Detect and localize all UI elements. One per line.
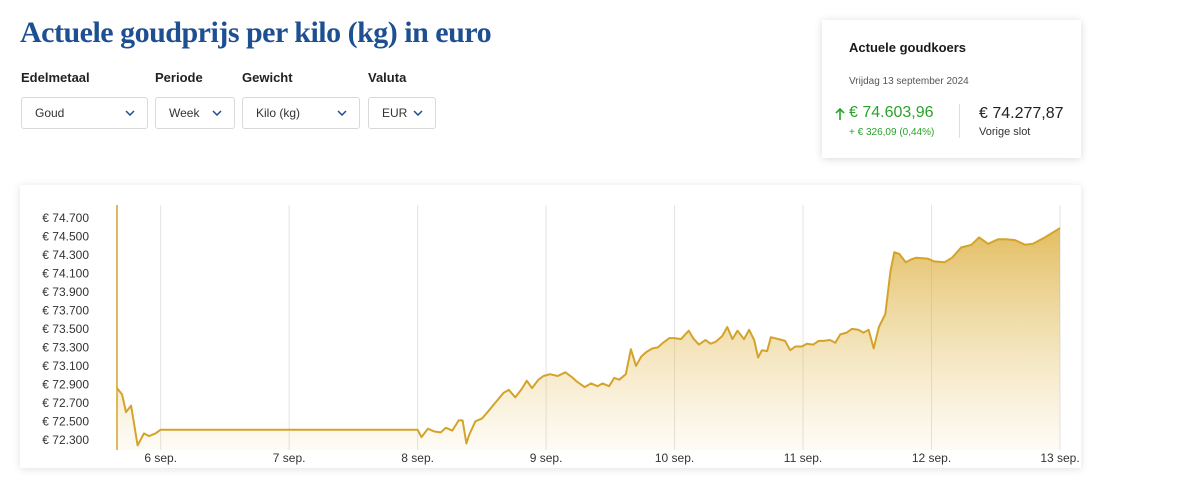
page-title: Actuele goudprijs per kilo (kg) in euro — [20, 16, 492, 49]
up-arrow — [835, 107, 845, 120]
card-date: Vrijdag 13 september 2024 — [849, 76, 969, 87]
filter-dropdown[interactable]: Kilo (kg) — [242, 97, 360, 129]
x-tick-label: 13 sep. — [1040, 451, 1079, 465]
chart-panel: € 72.300 € 72.500 € 72.700 € 72.900 € 73.100… — [20, 185, 1081, 468]
filter-value: Goud — [35, 106, 65, 120]
current-price: € 74.603,96 — [849, 104, 934, 121]
y-tick-label: € 73.900 — [42, 285, 89, 299]
filter-label: Gewicht — [242, 70, 293, 85]
rate-card: Actuele goudkoers Vrijdag 13 september 2… — [822, 20, 1081, 158]
filter-value: Week — [169, 106, 200, 120]
price-line — [116, 227, 1061, 447]
card-title: Actuele goudkoers — [849, 40, 967, 55]
x-tick-label: 10 sep. — [655, 451, 694, 465]
y-tick-label: € 74.300 — [42, 248, 89, 262]
chevron — [337, 110, 347, 116]
x-tick-label: 9 sep. — [530, 451, 563, 465]
separator — [959, 104, 960, 138]
y-tick-label: € 73.100 — [42, 359, 89, 373]
x-tick-label: 11 sep. — [784, 451, 822, 465]
filter-dropdown[interactable]: Goud — [21, 97, 148, 129]
x-tick-label: 12 sep. — [912, 451, 951, 465]
y-tick-label: € 74.100 — [42, 267, 89, 281]
y-tick-label: € 73.700 — [42, 303, 89, 317]
filter-value: EUR — [382, 106, 408, 120]
x-tick-label: 8 sep. — [401, 451, 434, 465]
y-tick-label: € 74.700 — [42, 211, 89, 225]
y-tick-label: € 73.500 — [42, 322, 89, 336]
filter-dropdown[interactable]: Week — [155, 97, 235, 129]
y-tick-label: € 74.500 — [42, 230, 89, 244]
previous-close-label: Vorige slot — [979, 126, 1031, 138]
filter-label: Edelmetaal — [21, 70, 90, 85]
y-tick-label: € 72.500 — [42, 414, 89, 428]
y-tick-label: € 73.300 — [42, 340, 89, 354]
x-tick-label: 7 sep. — [273, 451, 306, 465]
filter-value: Kilo (kg) — [256, 106, 301, 120]
filter-label: Valuta — [368, 70, 407, 85]
y-tick-label: € 72.300 — [42, 433, 89, 447]
y-tick-label: € 72.900 — [42, 377, 89, 391]
price-change: + € 326,09 (0,44%) — [849, 127, 935, 138]
area-fill — [117, 228, 1060, 450]
x-tick-label: 6 sep. — [144, 451, 177, 465]
y-tick-label: € 72.700 — [42, 396, 89, 410]
chevron — [125, 110, 135, 116]
chevron — [413, 110, 423, 116]
chevron — [212, 110, 222, 116]
previous-close: € 74.277,87 — [979, 105, 1064, 122]
filter-label: Periode — [155, 70, 203, 85]
chart: € 72.300 € 72.500 € 72.700 € 72.900 € 73.100… — [42, 205, 1080, 465]
filter-dropdown[interactable]: EUR — [368, 97, 436, 129]
